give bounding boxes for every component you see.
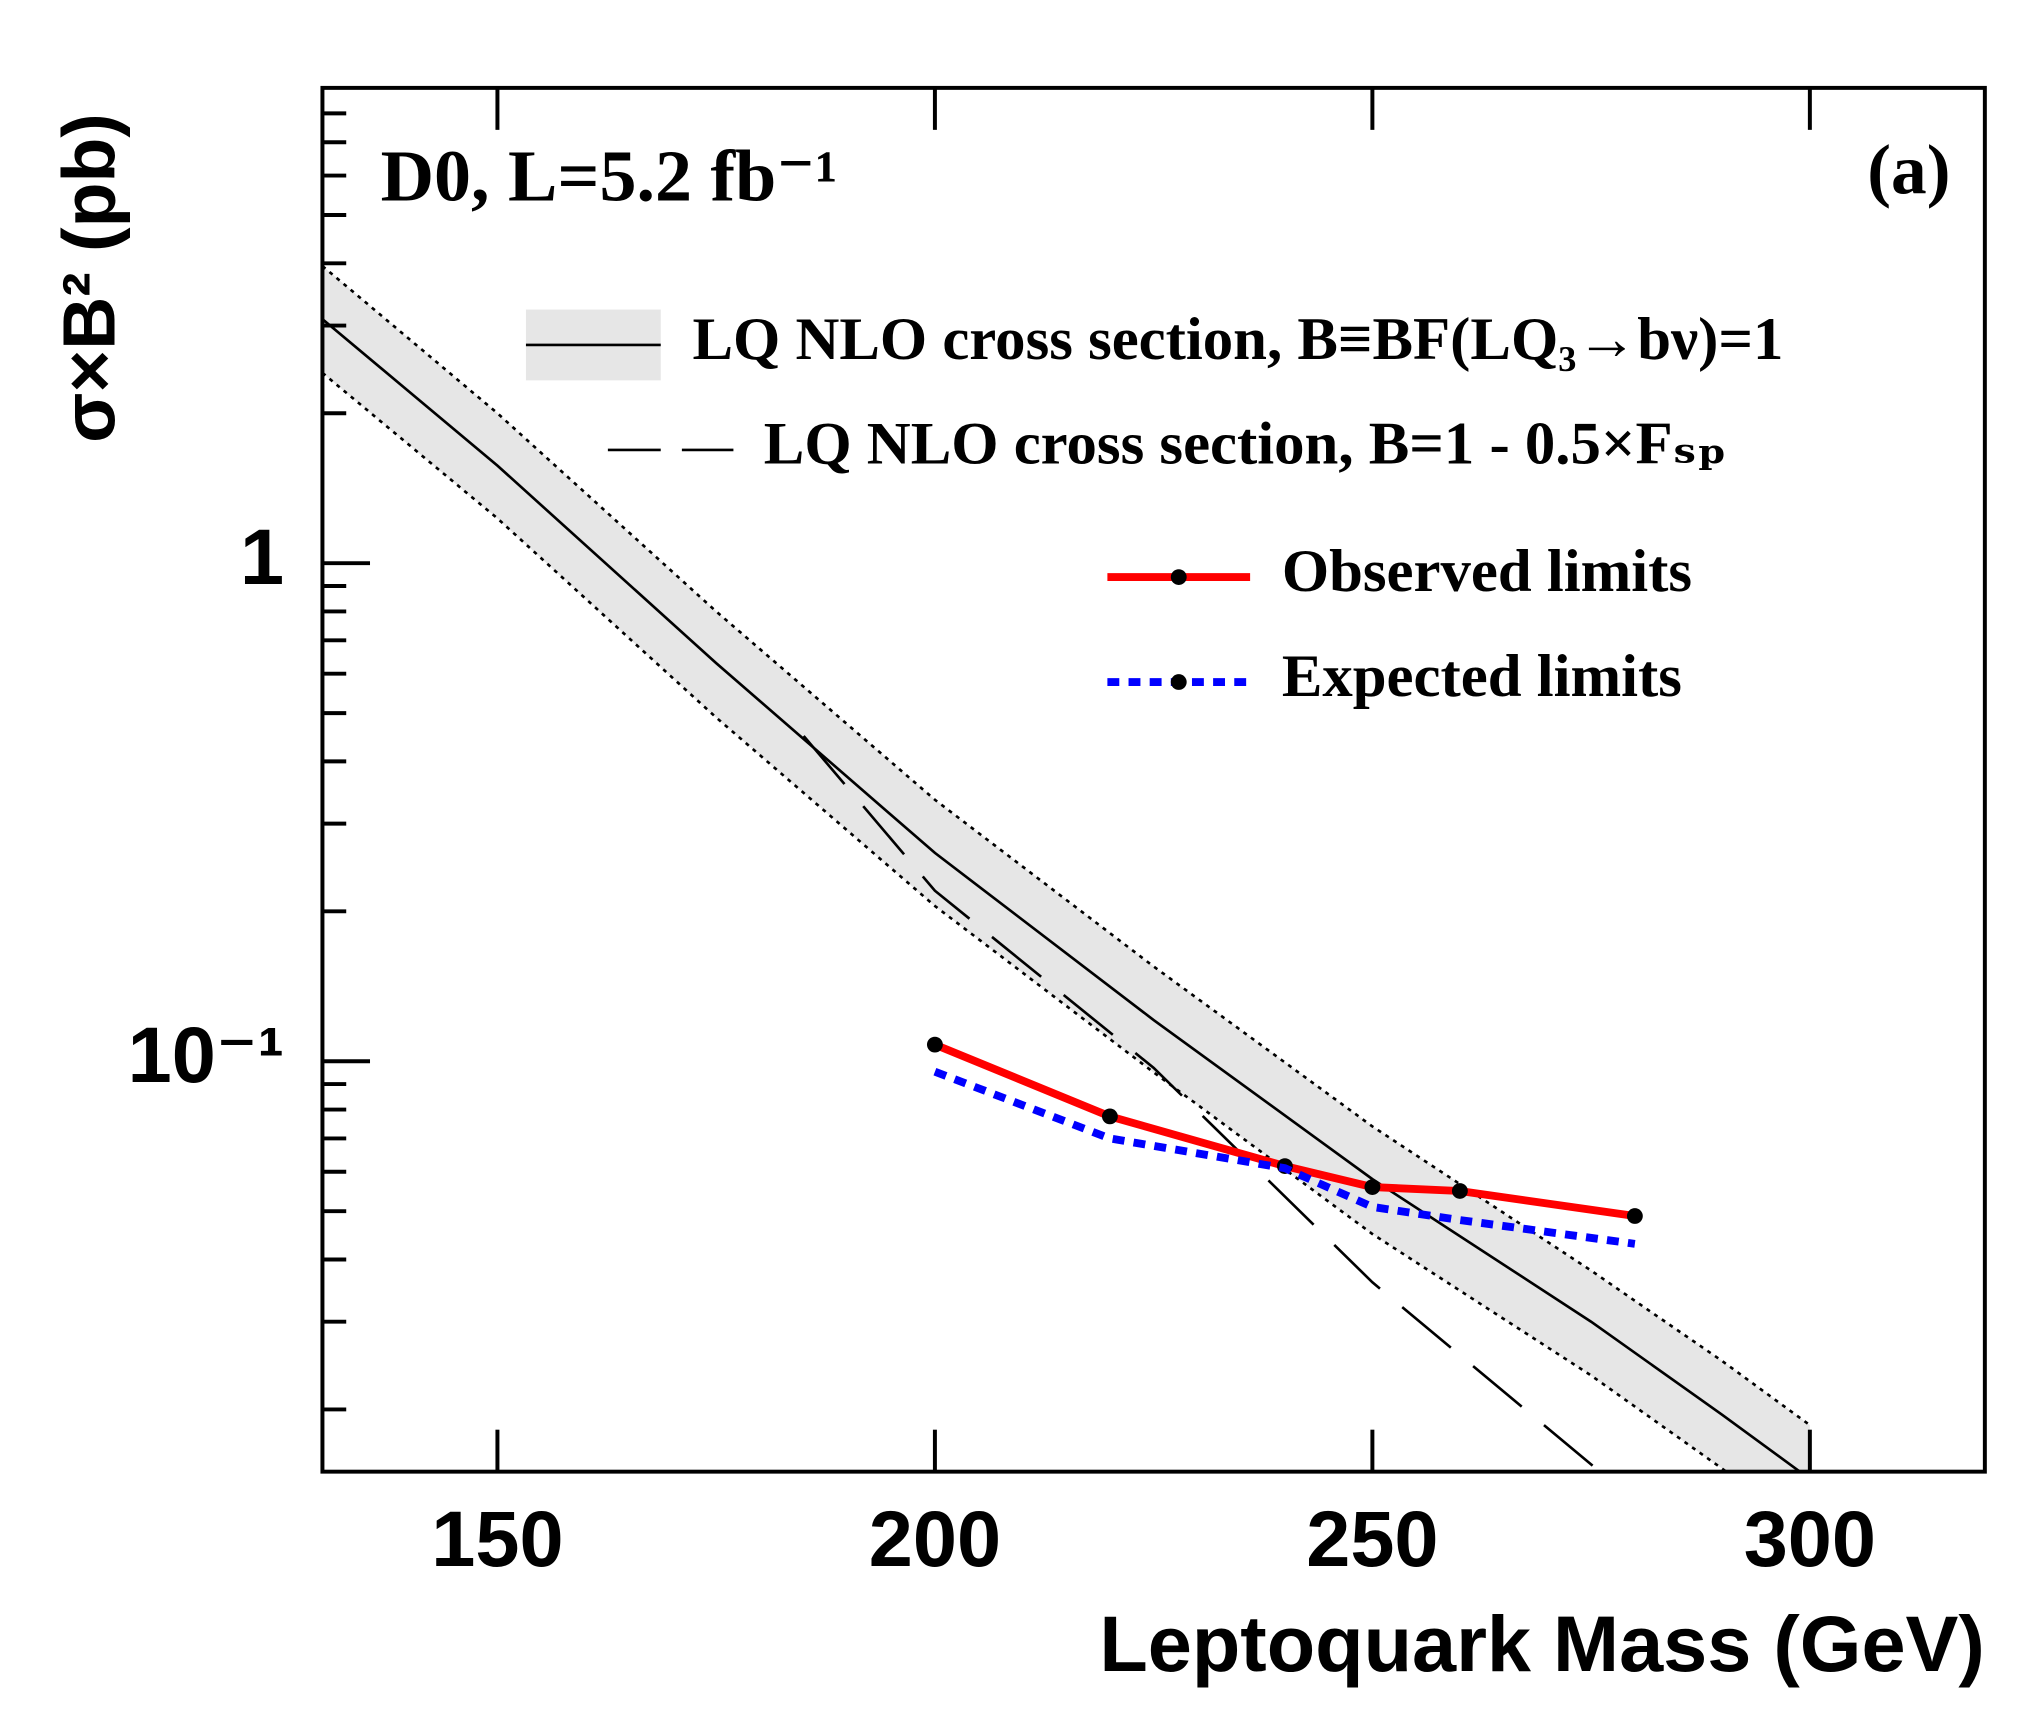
- series-line: [933, 1040, 1636, 1220]
- x-tick-label: 250: [1306, 1494, 1438, 1583]
- x-tick-label: 150: [431, 1494, 563, 1583]
- series-line: [802, 735, 1601, 1472]
- legend-label: Observed limits: [1282, 538, 1692, 605]
- band-lower-edge: [322, 371, 1729, 1472]
- x-tick-label: 300: [1744, 1494, 1876, 1583]
- data-point: [926, 1036, 943, 1053]
- legend-label: LQ NLO cross section, B≡BF(LQ₃→bν)=1: [692, 306, 1783, 373]
- series-line: [322, 318, 1803, 1472]
- y-tick-label: 10⁻¹: [128, 1010, 284, 1099]
- data-point: [1101, 1108, 1118, 1125]
- x-tick-label: 200: [869, 1494, 1001, 1583]
- legend-label: LQ NLO cross section, B=1 - 0.5×Fₛₚ: [764, 411, 1727, 478]
- data-point: [1626, 1208, 1643, 1224]
- x-axis-title: Leptoquark Mass (GeV): [1099, 1599, 1984, 1688]
- legend-marker: [1170, 569, 1187, 585]
- y-tick-label: 1: [240, 512, 284, 601]
- plot-area: [322, 265, 1811, 1472]
- series-line: [933, 1068, 1636, 1248]
- experiment-label: D0, L=5.2 fb⁻¹: [381, 135, 838, 217]
- data-point: [1364, 1179, 1381, 1195]
- y-axis-title: σ×B² (pb): [47, 113, 130, 443]
- band-upper-edge: [322, 265, 1811, 1427]
- plot-frame: [320, 85, 1987, 1474]
- data-point: [1451, 1183, 1468, 1199]
- panel-label: (a): [1867, 132, 1950, 210]
- legend-marker: [1170, 674, 1187, 690]
- legend-label: Expected limits: [1282, 643, 1682, 710]
- uncertainty-band: [322, 266, 1810, 1472]
